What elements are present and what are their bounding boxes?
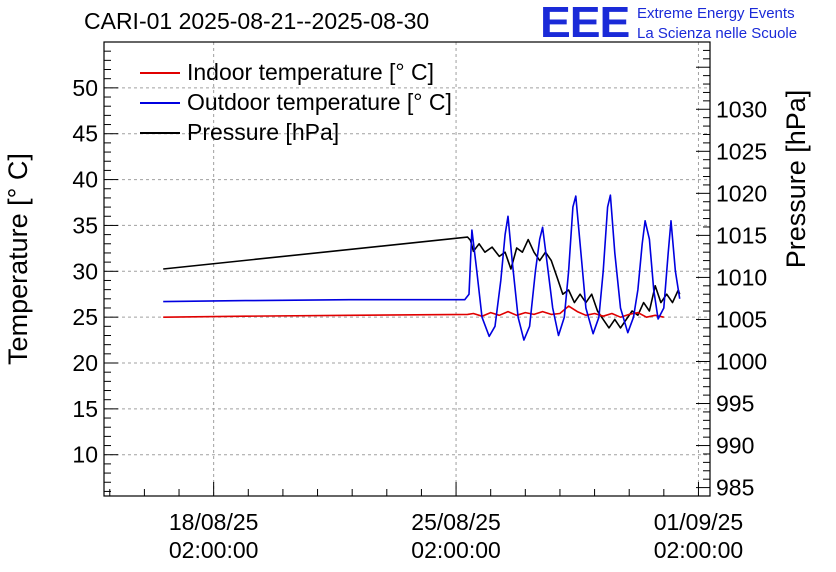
chart-title: CARI-01 2025-08-21--2025-08-30: [84, 8, 430, 34]
series-lines: [163, 194, 681, 341]
right-tick-label: 985: [716, 475, 754, 501]
x-tick-label-time: 02:00:00: [169, 537, 259, 563]
series-line-indoor: [163, 305, 664, 319]
right-tick-label: 1025: [716, 138, 767, 164]
right-tick-label: 1005: [716, 306, 767, 332]
left-tick-label: 30: [72, 258, 98, 284]
legend-swatch-pressure: [140, 132, 180, 134]
right-tick-label: 1010: [716, 264, 767, 290]
x-tick-label-time: 02:00:00: [411, 537, 501, 563]
right-tick-label: 990: [716, 433, 754, 459]
legend-swatch-indoor: [140, 72, 180, 74]
series-line-outdoor: [163, 194, 681, 341]
left-tick-label: 50: [72, 75, 98, 101]
left-tick-label: 45: [72, 121, 98, 147]
right-tick-label: 1015: [716, 222, 767, 248]
logo-line-1: Extreme Energy Events: [637, 5, 795, 22]
legend-label-outdoor: Outdoor temperature [° C]: [187, 89, 452, 115]
left-tick-label: 20: [72, 350, 98, 376]
logo-line-2: La Scienza nelle Scuole: [637, 25, 798, 42]
left-tick-label: 40: [72, 167, 98, 193]
x-tick-label-time: 02:00:00: [654, 537, 744, 563]
x-tick-label-date: 25/08/25: [411, 509, 501, 535]
right-tick-label: 1030: [716, 96, 767, 122]
x-tick-label-date: 18/08/25: [169, 509, 259, 535]
eee-logo: EEE: [540, 0, 630, 47]
legend-swatch-outdoor: [140, 102, 180, 104]
grid-lines: [104, 42, 710, 496]
tick-labels: 1015202530354045509859909951000100510101…: [3, 75, 811, 563]
x-tick-label-date: 01/09/25: [654, 509, 744, 535]
left-tick-label: 25: [72, 304, 98, 330]
legend-label-pressure: Pressure [hPa]: [187, 119, 340, 145]
left-tick-label: 15: [72, 396, 98, 422]
axes: [103, 41, 711, 497]
right-tick-label: 1020: [716, 180, 767, 206]
left-tick-label: 35: [72, 212, 98, 238]
y-axis-title-left: Temperature [° C]: [3, 153, 33, 365]
legend-label-indoor: Indoor temperature [° C]: [187, 59, 434, 85]
left-tick-label: 10: [72, 442, 98, 468]
right-tick-label: 1000: [716, 348, 767, 374]
right-tick-label: 995: [716, 391, 754, 417]
y-axis-title-right: Pressure [hPa]: [781, 90, 811, 269]
series-line-pressure: [163, 236, 681, 329]
